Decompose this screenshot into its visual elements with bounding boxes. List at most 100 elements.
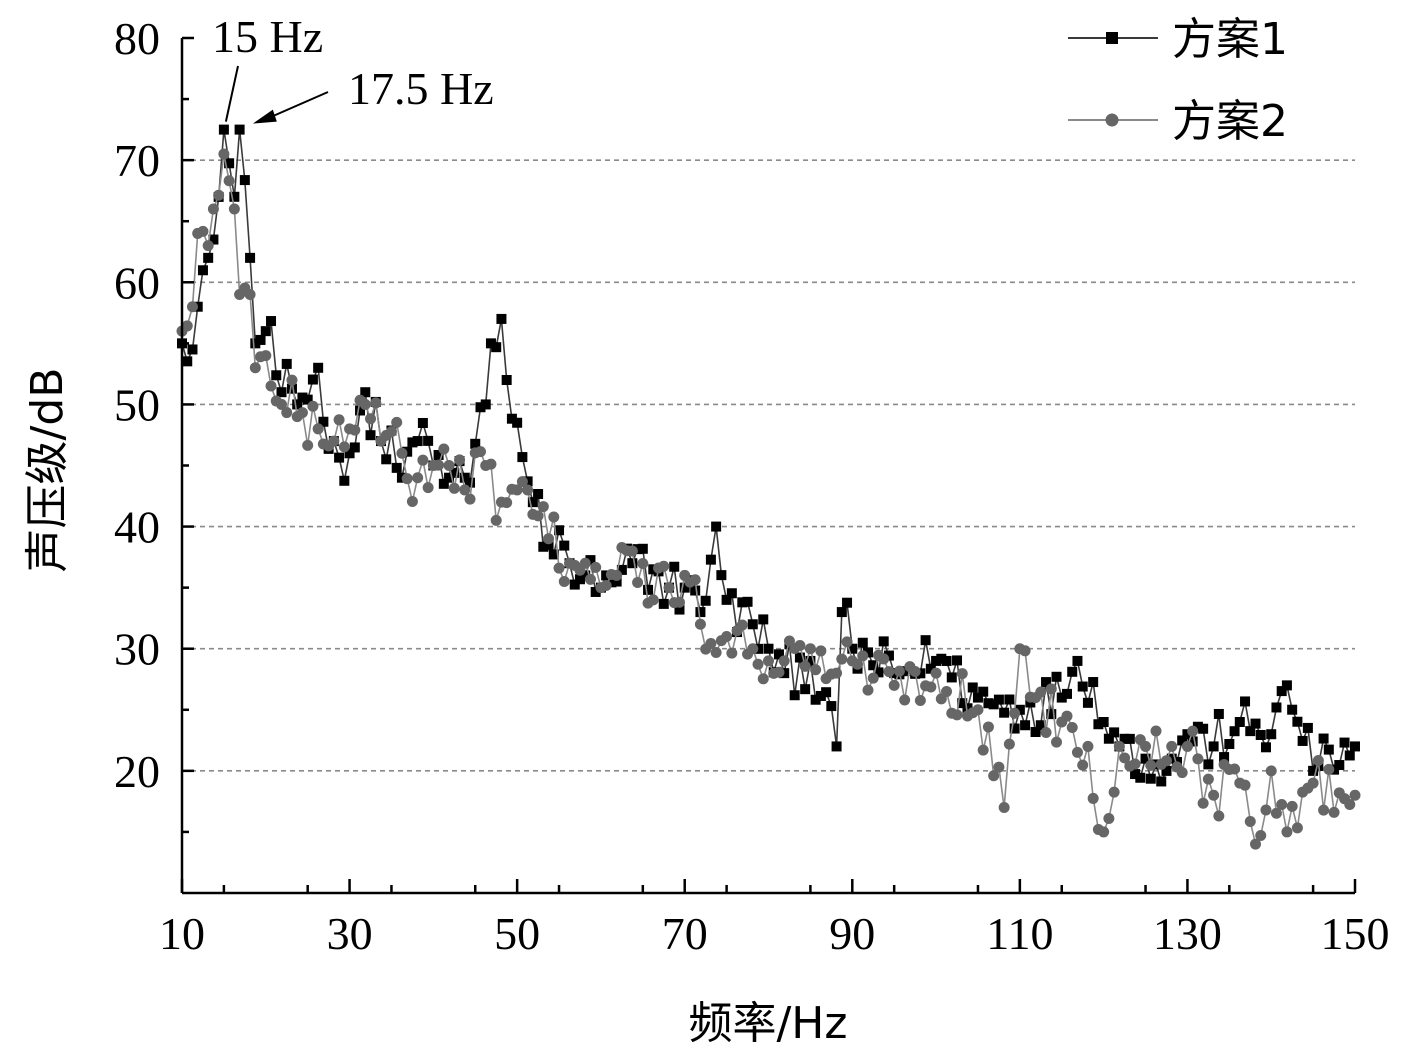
series-1-point: [1323, 744, 1334, 755]
series-2-point: [1140, 740, 1152, 752]
series-1-point: [1297, 735, 1308, 746]
series-2-point: [998, 802, 1010, 813]
series-1-point: [978, 686, 989, 697]
series-2-point: [862, 684, 874, 696]
series-2-point: [951, 709, 963, 721]
series-1-point: [805, 655, 816, 666]
series-1-point: [344, 448, 355, 459]
series-2-point: [275, 398, 287, 410]
series-1-point: [873, 667, 884, 678]
series-2-point: [296, 407, 308, 419]
series-2-point: [747, 643, 759, 655]
series-2-point: [1255, 829, 1267, 841]
tick-labels: 10 30 50 70 90 110 130 150 20 30 40 50 60 70 80: [114, 13, 1390, 959]
series-1-point: [1344, 750, 1355, 761]
x-tick-label: 50: [494, 908, 540, 959]
series-1-point: [742, 596, 753, 607]
series-1-point: [726, 588, 737, 599]
series-1-point: [218, 124, 229, 135]
series-1-point: [1124, 733, 1135, 744]
series-2-point: [794, 640, 806, 652]
y-tick-label: 20: [114, 746, 160, 797]
series-1-point: [1350, 741, 1360, 752]
series-2-point: [181, 320, 193, 332]
series-1-point: [883, 650, 894, 661]
series-2-point: [1119, 752, 1131, 764]
series-1-point: [983, 698, 994, 709]
series-2-point: [1276, 799, 1288, 811]
series-1-point: [512, 417, 523, 428]
series-2-point: [673, 596, 685, 608]
series-1-point: [988, 699, 999, 710]
series-2-point: [925, 681, 937, 693]
series-1-point: [302, 394, 313, 405]
series-2-point: [1087, 792, 1099, 804]
series-2-point: [553, 562, 565, 574]
series-1-point: [334, 452, 345, 463]
series-1-point: [313, 362, 324, 373]
series-2-point: [956, 668, 968, 680]
series-2-point: [1129, 758, 1141, 770]
series-1-point: [1334, 760, 1345, 771]
series-2-point: [637, 558, 649, 570]
series-1-point: [747, 619, 758, 630]
series-1-point: [679, 582, 690, 593]
series-2-point: [464, 493, 476, 505]
legend-label-1: 方案1: [1172, 14, 1288, 65]
series-2-point: [328, 435, 340, 447]
series-1-point: [789, 690, 800, 701]
series-2-point: [249, 362, 261, 374]
y-tick-label: 70: [114, 135, 160, 186]
series-1-point: [1219, 752, 1230, 763]
x-tick-label: 150: [1321, 908, 1390, 959]
series-1-point: [1187, 736, 1198, 747]
series-1-point: [496, 313, 507, 324]
series-1-point: [465, 477, 476, 488]
series-1-point: [957, 698, 968, 709]
series-1-point: [690, 585, 701, 596]
series-1-point: [857, 637, 868, 648]
series-2-point: [228, 203, 240, 215]
annotation-17-5hz: 17.5 Hz: [348, 63, 494, 114]
series-2-point: [223, 175, 235, 187]
series-2-point: [338, 441, 350, 453]
series-1-point: [569, 579, 580, 590]
series-1-point: [438, 478, 449, 489]
series-1-point: [1067, 666, 1078, 677]
series-2-point: [1239, 779, 1251, 791]
series-2-point: [548, 511, 560, 523]
series-1-point: [611, 576, 622, 587]
series-1-point: [1198, 723, 1209, 734]
series-2-point: [558, 576, 570, 588]
series-1-point: [318, 416, 329, 427]
annotations: 15 Hz 17.5 Hz: [212, 11, 494, 124]
series-1-point: [821, 687, 832, 698]
series-2-point: [260, 350, 272, 362]
series-2-point: [941, 686, 953, 698]
series-1-point: [946, 672, 957, 683]
series-1-point: [868, 660, 879, 671]
series-1-point: [1077, 681, 1088, 692]
series-2-point: [899, 694, 911, 706]
series-1-point: [459, 472, 470, 483]
series-1-point: [1030, 727, 1041, 738]
series-2-point: [1312, 755, 1324, 767]
series-2-point: [1187, 725, 1199, 737]
series-2-point: [406, 496, 418, 508]
series-2-point: [867, 672, 879, 684]
series-1-point: [281, 358, 292, 369]
series-2-point: [658, 560, 670, 572]
series-2-point: [836, 653, 848, 665]
series-2-point: [988, 770, 1000, 782]
series-2-point: [302, 439, 314, 451]
series-2-point: [365, 413, 377, 425]
series-1-point: [643, 584, 654, 595]
series-2-point: [433, 459, 445, 471]
series-1-point: [1119, 733, 1130, 744]
series-2-point: [726, 647, 738, 659]
series-2-point: [815, 645, 827, 657]
series-1-point: [1061, 688, 1072, 699]
series-1-point: [711, 521, 722, 532]
series-2-point: [349, 424, 361, 436]
series-2-point: [501, 497, 513, 509]
